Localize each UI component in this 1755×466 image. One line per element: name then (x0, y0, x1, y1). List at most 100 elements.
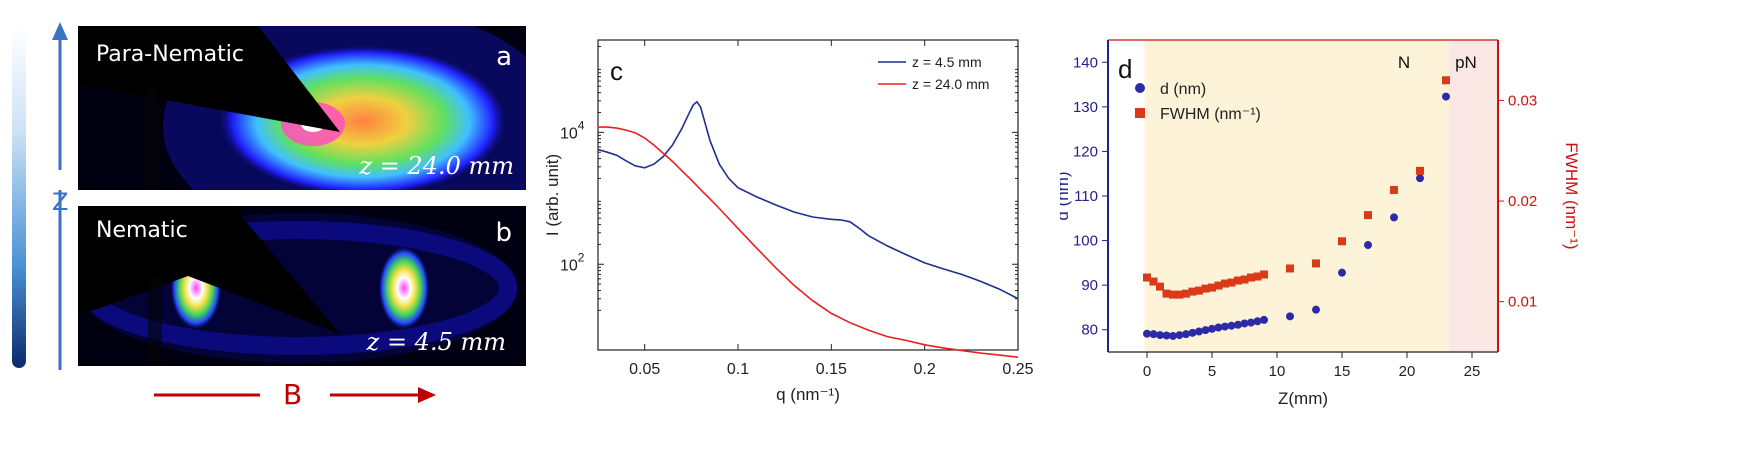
x-tick-label: 0.1 (727, 361, 749, 378)
z-axis-label: Z (52, 188, 69, 216)
data-point-d (1260, 315, 1268, 324)
y-right-tick-label: 0.03 (1508, 92, 1537, 109)
legend-marker-d (1135, 83, 1145, 93)
data-point-fwhm (1390, 185, 1398, 194)
legend-marker-fwhm (1135, 108, 1145, 118)
z-axis-arrow (52, 22, 68, 370)
saxs-pattern-panel-a: Para-Nematic a z = 24.0 mm (78, 26, 526, 190)
data-point-d (1247, 318, 1255, 327)
data-point-d (1214, 323, 1223, 332)
data-point-d (1364, 241, 1372, 250)
x-tick-label: 5 (1208, 363, 1216, 380)
data-point-fwhm (1240, 275, 1249, 284)
y-tick-label: 102 (560, 250, 585, 274)
y-left-tick-label: 90 (1081, 277, 1098, 294)
y-right-tick-label: 0.02 (1508, 193, 1537, 210)
x-tick-label: 0 (1143, 363, 1151, 380)
data-point-fwhm (1195, 286, 1203, 295)
data-point-fwhm (1143, 273, 1151, 282)
panel-d-letter: d (1118, 54, 1132, 84)
y-left-tick-label: 100 (1073, 233, 1098, 250)
data-point-d (1188, 328, 1197, 337)
data-point-d (1208, 324, 1216, 333)
data-point-d (1338, 268, 1346, 277)
panel-b-phase-label: Nematic (96, 218, 188, 243)
data-point-d (1416, 174, 1424, 183)
para-nematic-region (1448, 40, 1498, 352)
x-tick-label: 15 (1334, 363, 1351, 380)
x-tick-label: 0.2 (914, 361, 936, 378)
y-left-tick-label: 80 (1081, 322, 1098, 339)
data-point-d (1169, 331, 1177, 340)
data-point-d (1234, 320, 1242, 329)
y-left-tick-label: 130 (1073, 99, 1098, 116)
data-point-d (1149, 330, 1158, 339)
region-label-n: N (1398, 53, 1410, 72)
data-point-fwhm (1162, 289, 1171, 298)
legend-label-fwhm: FWHM (nm⁻¹) (1160, 106, 1261, 123)
x-tick-label: 10 (1269, 363, 1286, 380)
legend-label-d: d (nm) (1160, 81, 1206, 98)
data-point-fwhm (1286, 264, 1294, 273)
chart-c-intensity-vs-q: 0.05 0.1 0.15 0.2 0.25 104 102 q (nm⁻¹) I (arb. … (543, 39, 1034, 404)
x-axis-label: q (nm⁻¹) (776, 385, 840, 404)
data-point-d (1201, 326, 1210, 335)
b-field-label: B (283, 378, 303, 411)
nematic-region (1144, 40, 1449, 352)
data-point-fwhm (1208, 283, 1216, 292)
data-point-fwhm (1169, 290, 1177, 299)
plot-frame (597, 39, 1019, 351)
panel-a-letter: a (496, 42, 512, 72)
x-tick-label: 20 (1399, 363, 1416, 380)
series-line-1 (597, 100, 1019, 300)
data-point-fwhm (1149, 277, 1158, 286)
panel-a-z-position: z = 24.0 mm (359, 152, 514, 180)
data-point-fwhm (1227, 278, 1236, 287)
data-point-d (1253, 317, 1262, 326)
y-left-tick-label: 110 (1074, 188, 1098, 205)
data-point-fwhm (1247, 273, 1255, 282)
data-point-d (1227, 321, 1236, 330)
data-point-fwhm (1442, 76, 1450, 85)
para-nematic-scattering-pattern (78, 26, 526, 190)
data-point-d (1195, 327, 1203, 336)
panel-c-letter: c (610, 56, 623, 86)
panel-b-letter: b (495, 218, 512, 248)
x-tick-label: 0.15 (816, 361, 847, 378)
data-point-d (1143, 329, 1151, 338)
data-point-fwhm (1338, 237, 1346, 246)
region-label-pn: pN (1455, 53, 1477, 72)
y-left-tick-label: 120 (1073, 143, 1098, 160)
data-point-fwhm (1214, 281, 1223, 290)
data-point-fwhm (1221, 279, 1229, 288)
nematic-scattering-pattern (78, 206, 518, 366)
data-point-d (1175, 331, 1184, 340)
y-tick-label: 104 (560, 118, 585, 142)
legend-label-2: z = 24.0 mm (912, 76, 989, 92)
chart-d-spacing-and-fwhm: 0 5 10 15 20 25 80 90 100 110 120 130 140 0.01 0.02 0.0… (1060, 39, 1581, 408)
saxs-pattern-panel-b: Nematic b z = 4.5 mm (78, 206, 526, 366)
data-point-fwhm (1364, 211, 1372, 220)
y-right-tick-label: 0.01 (1508, 294, 1537, 311)
x-tick-label: 25 (1464, 363, 1481, 380)
data-point-fwhm (1260, 270, 1268, 279)
data-point-fwhm (1312, 259, 1320, 268)
data-point-fwhm (1416, 166, 1424, 175)
y-left-tick-label: 140 (1073, 54, 1098, 71)
x-tick-label: 0.25 (1002, 361, 1033, 378)
series-line-2 (598, 126, 1019, 358)
legend-label-1: z = 4.5 mm (912, 54, 982, 70)
data-point-fwhm (1234, 276, 1242, 285)
data-point-fwhm (1201, 284, 1210, 293)
data-point-fwhm (1188, 287, 1197, 296)
data-point-fwhm (1175, 290, 1184, 299)
data-point-d (1162, 331, 1171, 340)
data-point-fwhm (1182, 289, 1190, 298)
z-axis-gradient-bar (12, 26, 26, 368)
x-axis-label: Z(mm) (1278, 389, 1328, 408)
b-field-arrow (154, 387, 436, 403)
y-right-axis-label: FWHM (nm⁻¹) (1562, 142, 1581, 249)
data-point-d (1240, 319, 1249, 328)
data-point-d (1156, 331, 1164, 340)
data-point-d (1221, 322, 1229, 331)
